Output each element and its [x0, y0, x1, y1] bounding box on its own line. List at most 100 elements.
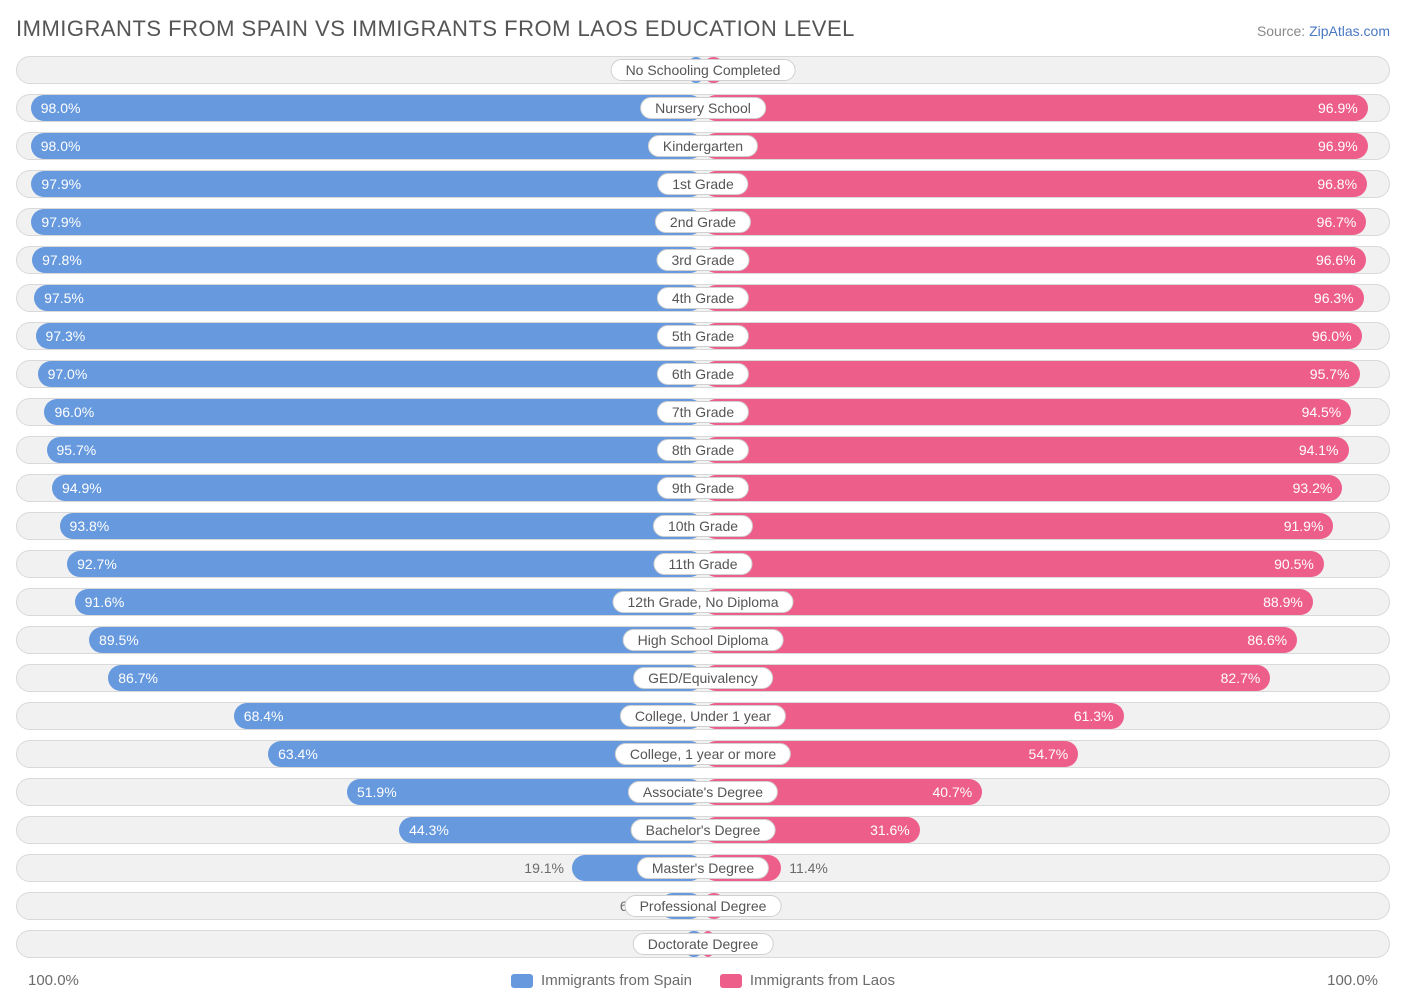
bar-left-value: 98.0%	[31, 138, 91, 154]
bar-left: 95.7%	[47, 437, 704, 463]
bar-left-value: 44.3%	[399, 822, 459, 838]
bar-left: 92.7%	[67, 551, 703, 577]
bar-left-value: 63.4%	[268, 746, 328, 762]
bar-left-value: 19.1%	[524, 855, 572, 881]
bar-left-value: 94.9%	[52, 480, 112, 496]
category-label: Associate's Degree	[628, 781, 778, 803]
category-label: Kindergarten	[648, 135, 758, 157]
bar-right: 96.7%	[703, 209, 1366, 235]
legend-swatch-right	[720, 974, 742, 988]
bar-right-value: 54.7%	[1019, 746, 1079, 762]
chart-row: 91.6%88.9%12th Grade, No Diploma	[16, 588, 1390, 616]
chart-title: IMMIGRANTS FROM SPAIN VS IMMIGRANTS FROM…	[16, 16, 855, 42]
bar-left: 97.3%	[36, 323, 703, 349]
category-label: Bachelor's Degree	[631, 819, 776, 841]
bar-right-value: 91.9%	[1274, 518, 1334, 534]
chart-row: 97.9% 96.7% 2nd Grade	[16, 208, 1390, 236]
category-label: 4th Grade	[657, 287, 749, 309]
bar-left: 97.5%	[34, 285, 703, 311]
bar-right: 96.9%	[703, 133, 1368, 159]
bar-right: 96.6%	[703, 247, 1366, 273]
bar-right-value: 40.7%	[922, 784, 982, 800]
chart-row: 97.0%95.7%6th Grade	[16, 360, 1390, 388]
bar-right-value: 96.9%	[1308, 138, 1368, 154]
bar-left: 93.8%	[60, 513, 703, 539]
chart-row: 93.8% 91.9% 10th Grade	[16, 512, 1390, 540]
bar-right: 90.5%	[703, 551, 1324, 577]
bar-left-value: 92.7%	[67, 556, 127, 572]
chart-source: Source: ZipAtlas.com	[1257, 23, 1390, 39]
source-label: Source:	[1257, 23, 1305, 39]
bar-left: 98.0%	[31, 133, 703, 159]
bar-left-value: 91.6%	[75, 594, 135, 610]
chart-row: 96.0% 94.5% 7th Grade	[16, 398, 1390, 426]
bar-right-value: 94.1%	[1289, 442, 1349, 458]
bar-left-value: 97.0%	[38, 366, 98, 382]
bar-right-value: 94.5%	[1292, 404, 1352, 420]
chart-row: 97.3%96.0%5th Grade	[16, 322, 1390, 350]
bar-left-value: 86.7%	[108, 670, 168, 686]
chart-row: 89.5%86.6%High School Diploma	[16, 626, 1390, 654]
category-label: 7th Grade	[657, 401, 749, 423]
bar-left: 97.8%	[32, 247, 703, 273]
bar-left-value: 93.8%	[60, 518, 120, 534]
chart-row: 92.7% 90.5% 11th Grade	[16, 550, 1390, 578]
bar-right-value: 86.6%	[1237, 632, 1297, 648]
bar-left-value: 97.9%	[31, 176, 91, 192]
chart-row: 6.3%3.2%Professional Degree	[16, 892, 1390, 920]
chart-row: 19.1%11.4%Master's Degree	[16, 854, 1390, 882]
bar-left-value: 98.0%	[31, 100, 91, 116]
bar-left: 97.9%	[31, 171, 703, 197]
bar-right-value: 96.3%	[1304, 290, 1364, 306]
bar-right: 93.2%	[703, 475, 1342, 501]
bar-right-value: 31.6%	[860, 822, 920, 838]
category-label: 8th Grade	[657, 439, 749, 461]
chart-row: 98.0% 96.9% Kindergarten	[16, 132, 1390, 160]
bar-right-value: 88.9%	[1253, 594, 1313, 610]
chart-row: 63.4% 54.7% College, 1 year or more	[16, 740, 1390, 768]
category-label: 2nd Grade	[655, 211, 751, 233]
category-label: College, Under 1 year	[620, 705, 786, 727]
bar-left: 97.0%	[38, 361, 703, 387]
category-label: 1st Grade	[657, 173, 748, 195]
bar-right: 82.7%	[703, 665, 1270, 691]
chart-row: 97.5% 96.3% 4th Grade	[16, 284, 1390, 312]
bar-left-value: 97.3%	[36, 328, 96, 344]
bar-left: 86.7%	[108, 665, 703, 691]
bar-left-value: 51.9%	[347, 784, 407, 800]
source-link[interactable]: ZipAtlas.com	[1309, 23, 1390, 39]
bar-left: 96.0%	[44, 399, 703, 425]
category-label: Nursery School	[640, 97, 766, 119]
bar-left-value: 97.8%	[32, 252, 92, 268]
bar-right: 96.0%	[703, 323, 1362, 349]
bar-right: 91.9%	[703, 513, 1333, 539]
category-label: 11th Grade	[653, 553, 752, 575]
chart-row: 95.7% 94.1% 8th Grade	[16, 436, 1390, 464]
category-label: 9th Grade	[657, 477, 749, 499]
chart-header: IMMIGRANTS FROM SPAIN VS IMMIGRANTS FROM…	[16, 16, 1390, 42]
bar-right-value: 96.6%	[1306, 252, 1366, 268]
bar-left-value: 97.9%	[31, 214, 91, 230]
bar-left-value: 68.4%	[234, 708, 294, 724]
chart-footer: 100.0% Immigrants from Spain Immigrants …	[16, 968, 1390, 989]
bar-left: 97.9%	[31, 209, 703, 235]
category-label: 3rd Grade	[656, 249, 749, 271]
bar-left: 89.5%	[89, 627, 703, 653]
category-label: Professional Degree	[625, 895, 782, 917]
chart-row: 97.9% 96.8% 1st Grade	[16, 170, 1390, 198]
bar-right-value: 96.0%	[1302, 328, 1362, 344]
bar-left-value: 89.5%	[89, 632, 149, 648]
bar-left-value: 95.7%	[47, 442, 107, 458]
bar-right-value: 90.5%	[1264, 556, 1324, 572]
bar-right: 94.5%	[703, 399, 1351, 425]
category-label: No Schooling Completed	[611, 59, 796, 81]
category-label: College, 1 year or more	[615, 743, 791, 765]
bar-left-value: 96.0%	[44, 404, 104, 420]
bar-right-value: 96.7%	[1307, 214, 1367, 230]
bar-right-value: 96.8%	[1307, 176, 1367, 192]
chart-row: 68.4%61.3%College, Under 1 year	[16, 702, 1390, 730]
bar-right-value: 95.7%	[1300, 366, 1360, 382]
chart-row: 51.9% 40.7% Associate's Degree	[16, 778, 1390, 806]
category-label: 10th Grade	[653, 515, 753, 537]
chart-row: 2.0%3.1%No Schooling Completed	[16, 56, 1390, 84]
